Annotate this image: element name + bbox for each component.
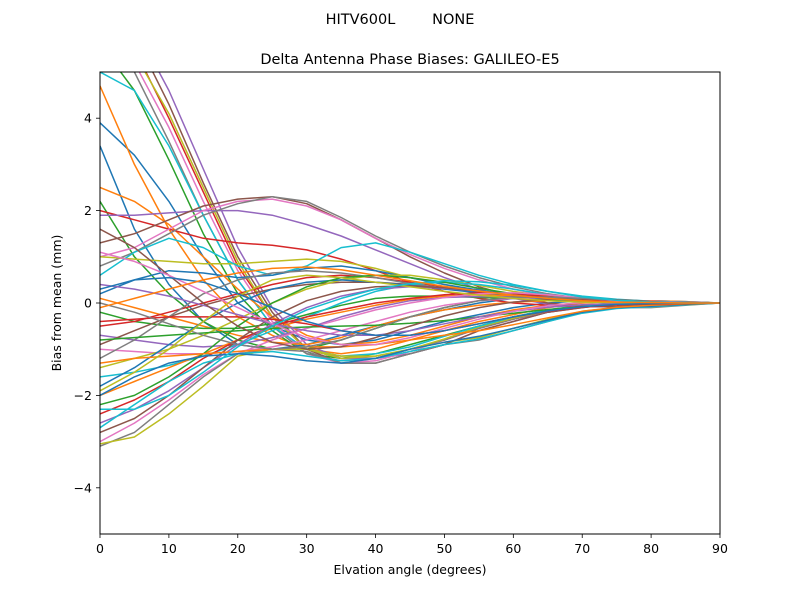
- series-line-14: [100, 209, 720, 308]
- x-tick-label: 60: [505, 541, 521, 556]
- series-line-50: [100, 280, 720, 411]
- chart-title: Delta Antenna Phase Biases: GALILEO-E5: [260, 52, 559, 68]
- chart-suptitle: HITV600L NONE: [326, 12, 475, 28]
- series-line-42: [100, 302, 720, 364]
- x-tick-label: 40: [368, 541, 384, 556]
- y-axis: −4 −2 0 2 4: [74, 111, 100, 495]
- series-line-40: [100, 302, 720, 429]
- series-line-37: [100, 292, 720, 443]
- x-tick-label: 20: [230, 541, 246, 556]
- x-axis-label: Elvation angle (degrees): [333, 562, 486, 577]
- x-tick-label: 0: [96, 541, 104, 556]
- x-tick-label: 50: [436, 541, 452, 556]
- y-tick-label: 2: [84, 203, 92, 218]
- x-axis: 0 10 20 30 40 50 60 70 80 90: [96, 534, 728, 556]
- series-line-39: [100, 302, 720, 445]
- y-tick-label: 4: [84, 111, 92, 126]
- x-tick-label: 10: [161, 541, 177, 556]
- y-axis-label: Bias from mean (mm): [49, 235, 64, 372]
- y-tick-label: −2: [74, 388, 92, 403]
- y-tick-label: 0: [84, 296, 92, 311]
- x-tick-label: 80: [643, 541, 659, 556]
- series-line-52: [100, 266, 720, 309]
- series-line-17: [100, 198, 720, 305]
- x-tick-label: 90: [712, 541, 728, 556]
- series-line-45: [100, 283, 720, 337]
- x-tick-label: 30: [299, 541, 315, 556]
- y-tick-label: −4: [74, 480, 92, 495]
- series-line-47: [100, 251, 720, 346]
- series-line-15: [100, 209, 720, 308]
- series-line-51: [100, 276, 720, 337]
- x-tick-label: 70: [574, 541, 590, 556]
- series-layer: [100, 72, 720, 447]
